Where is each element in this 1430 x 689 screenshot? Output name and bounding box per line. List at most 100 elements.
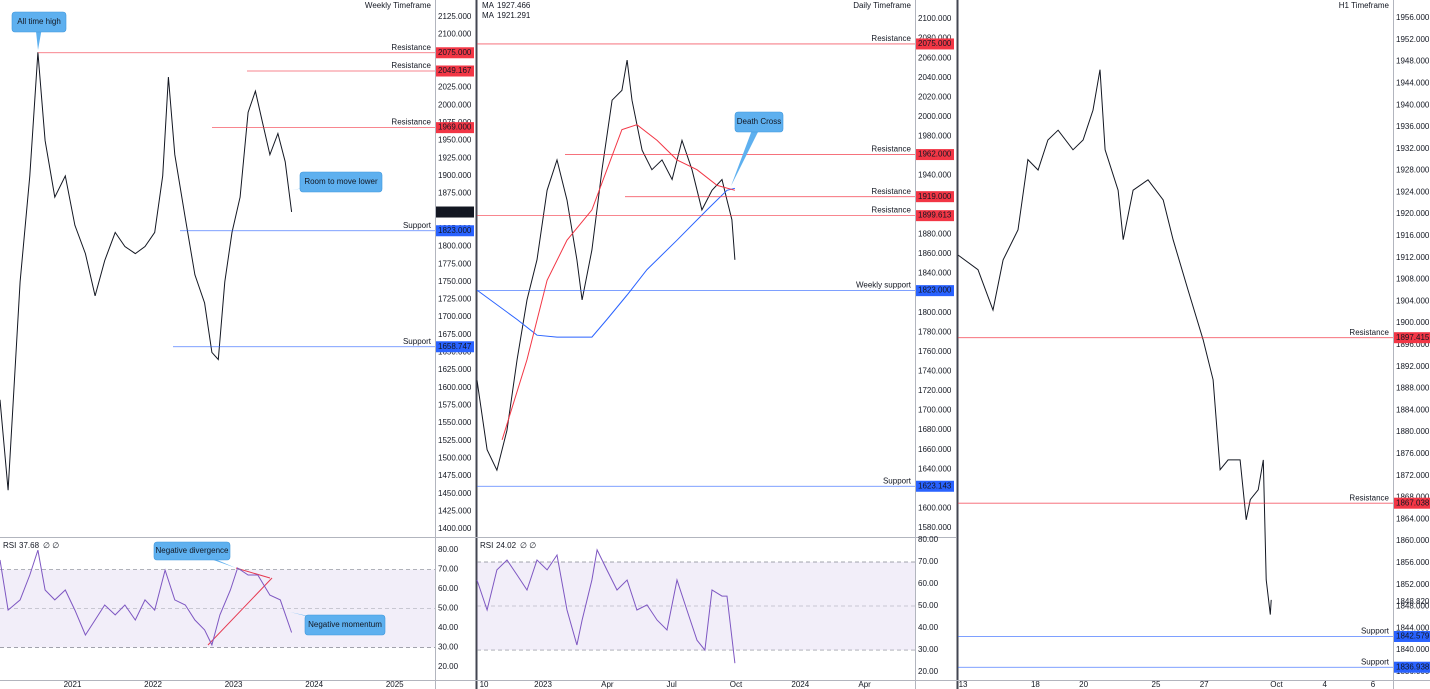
rsi-value: 37.68	[19, 541, 40, 550]
ma-line	[476, 187, 736, 338]
rsi-line	[0, 549, 293, 647]
timeframe-title: Weekly Timeframe	[365, 1, 432, 10]
y-tick-label: 1840.000	[918, 269, 952, 278]
rsi-tick-label: 30.00	[918, 645, 939, 654]
rsi-value: 24.02	[496, 541, 517, 550]
x-tick-label: 2022	[144, 680, 162, 689]
y-tick-label: 1912.000	[1396, 253, 1430, 262]
price-line	[476, 60, 736, 472]
y-tick-label: 1760.000	[918, 347, 952, 356]
x-tick-label: Oct	[1270, 680, 1283, 689]
y-tick-label: 1948.000	[1396, 57, 1430, 66]
level-tag-label: 1623.143	[918, 481, 952, 490]
y-tick-label: 1952.000	[1396, 35, 1430, 44]
y-tick-label: 2080.000	[918, 34, 952, 43]
x-tick-label: Apr	[601, 680, 614, 689]
rsi-tick-label: 70.00	[438, 565, 459, 574]
level-tag-label: 2075.000	[918, 39, 952, 48]
trend-line	[207, 577, 273, 646]
timeframe-title: Daily Timeframe	[853, 1, 911, 10]
y-tick-label: 1750.000	[438, 277, 472, 286]
level-tag	[916, 191, 954, 203]
rsi-tick-label: 50.00	[438, 604, 459, 613]
level-tag	[1394, 661, 1430, 673]
rsi-tick-label: 60.00	[438, 584, 459, 593]
y-tick-label: 1800.000	[918, 308, 952, 317]
y-tick-label: 1475.000	[438, 471, 472, 480]
legend-value: 1921.291	[497, 11, 531, 20]
rsi-tick-label: 50.00	[918, 601, 939, 610]
y-tick-label: 1864.000	[1396, 514, 1430, 523]
x-tick-label: 2024	[305, 680, 323, 689]
rsi-tick-label: 70.00	[918, 557, 939, 566]
level-tag	[436, 225, 474, 237]
y-tick-label: 1980.000	[918, 132, 952, 141]
y-tick-label: 1840.000	[1396, 645, 1430, 654]
y-tick-label: 1700.000	[438, 312, 472, 321]
level-name: Weekly support	[856, 281, 912, 290]
y-tick-label: 1892.000	[1396, 362, 1430, 371]
y-tick-label: 1924.000	[1396, 187, 1430, 196]
y-tick-label: 1880.000	[1396, 427, 1430, 436]
y-tick-label: 1450.000	[438, 489, 472, 498]
y-tick-label: 1896.000	[1396, 340, 1430, 349]
level-tag-label: 2075.000	[438, 48, 472, 57]
y-tick-label: 1400.000	[438, 524, 472, 533]
y-tick-label: 1932.000	[1396, 144, 1430, 153]
last-price-label: 1848.820	[1396, 597, 1430, 606]
y-tick-label: 2100.000	[918, 14, 952, 23]
callout	[11, 11, 67, 33]
y-tick-label: 1844.000	[1396, 623, 1430, 632]
level-tag-label: 2049.167	[438, 66, 472, 75]
legend-name: MA	[482, 1, 495, 10]
y-tick-label: 2060.000	[918, 53, 952, 62]
rsi-tick-label: 30.00	[438, 643, 459, 652]
level-tag	[916, 210, 954, 222]
y-tick-label: 1860.000	[918, 249, 952, 258]
y-tick-label: 2040.000	[918, 73, 952, 82]
x-tick-label: 13	[959, 680, 968, 689]
level-tag-label: 1919.000	[918, 192, 952, 201]
rsi-tick-label: 40.00	[438, 623, 459, 632]
level-name: Support	[403, 221, 432, 230]
level-tag	[436, 47, 474, 59]
y-tick-label: 1860.000	[1396, 536, 1430, 545]
y-tick-label: 1904.000	[1396, 296, 1430, 305]
legend-name: MA	[482, 11, 495, 20]
ma-line	[501, 124, 736, 441]
level-tag-label: 1867.038	[1396, 498, 1430, 507]
y-tick-label: 1775.000	[438, 259, 472, 268]
rsi-line	[476, 548, 736, 664]
y-tick-label: 1800.000	[438, 242, 472, 251]
callout-text: Negative divergence	[156, 546, 229, 555]
y-tick-label: 1925.000	[438, 153, 472, 162]
y-tick-label: 1950.000	[438, 136, 472, 145]
callout	[153, 541, 231, 561]
rsi-params: ∅ ∅	[43, 541, 59, 550]
level-tag-label: 1897.415	[1396, 333, 1430, 342]
level-tag	[436, 65, 474, 77]
x-tick-label: Apr	[858, 680, 871, 689]
y-tick-label: 1640.000	[918, 464, 952, 473]
y-tick-label: 1725.000	[438, 295, 472, 304]
x-tick-label: 2024	[791, 680, 809, 689]
y-tick-label: 1500.000	[438, 453, 472, 462]
y-tick-label: 1680.000	[918, 425, 952, 434]
timeframe-title: H1 Timeframe	[1339, 1, 1390, 10]
y-tick-label: 1928.000	[1396, 166, 1430, 175]
y-tick-label: 1575.000	[438, 401, 472, 410]
rsi-band	[477, 561, 915, 651]
y-tick-label: 1525.000	[438, 436, 472, 445]
y-tick-label: 1900.000	[438, 171, 472, 180]
callout-text: Negative momentum	[308, 620, 382, 629]
y-tick-label: 2125.000	[438, 12, 472, 21]
callout	[299, 171, 383, 193]
level-tag-label: 1842.579	[1396, 632, 1430, 641]
rsi-tick-label: 20.00	[438, 662, 459, 671]
x-tick-label: Jul	[667, 680, 677, 689]
x-tick-label: Oct	[730, 680, 743, 689]
y-tick-label: 1956.000	[1396, 13, 1430, 22]
rsi-tick-label: 40.00	[918, 623, 939, 632]
